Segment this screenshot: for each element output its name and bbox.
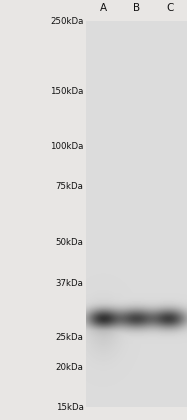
Text: 15kDa: 15kDa: [56, 403, 83, 412]
Text: 50kDa: 50kDa: [56, 238, 83, 247]
Text: B: B: [133, 3, 140, 13]
Text: 100kDa: 100kDa: [50, 142, 83, 151]
Text: 75kDa: 75kDa: [56, 182, 83, 191]
Text: 150kDa: 150kDa: [50, 87, 83, 96]
Text: 250kDa: 250kDa: [50, 16, 83, 26]
Text: 25kDa: 25kDa: [56, 333, 83, 342]
Text: 37kDa: 37kDa: [56, 279, 83, 288]
Text: C: C: [166, 3, 174, 13]
Text: 20kDa: 20kDa: [56, 363, 83, 373]
Text: A: A: [100, 3, 107, 13]
